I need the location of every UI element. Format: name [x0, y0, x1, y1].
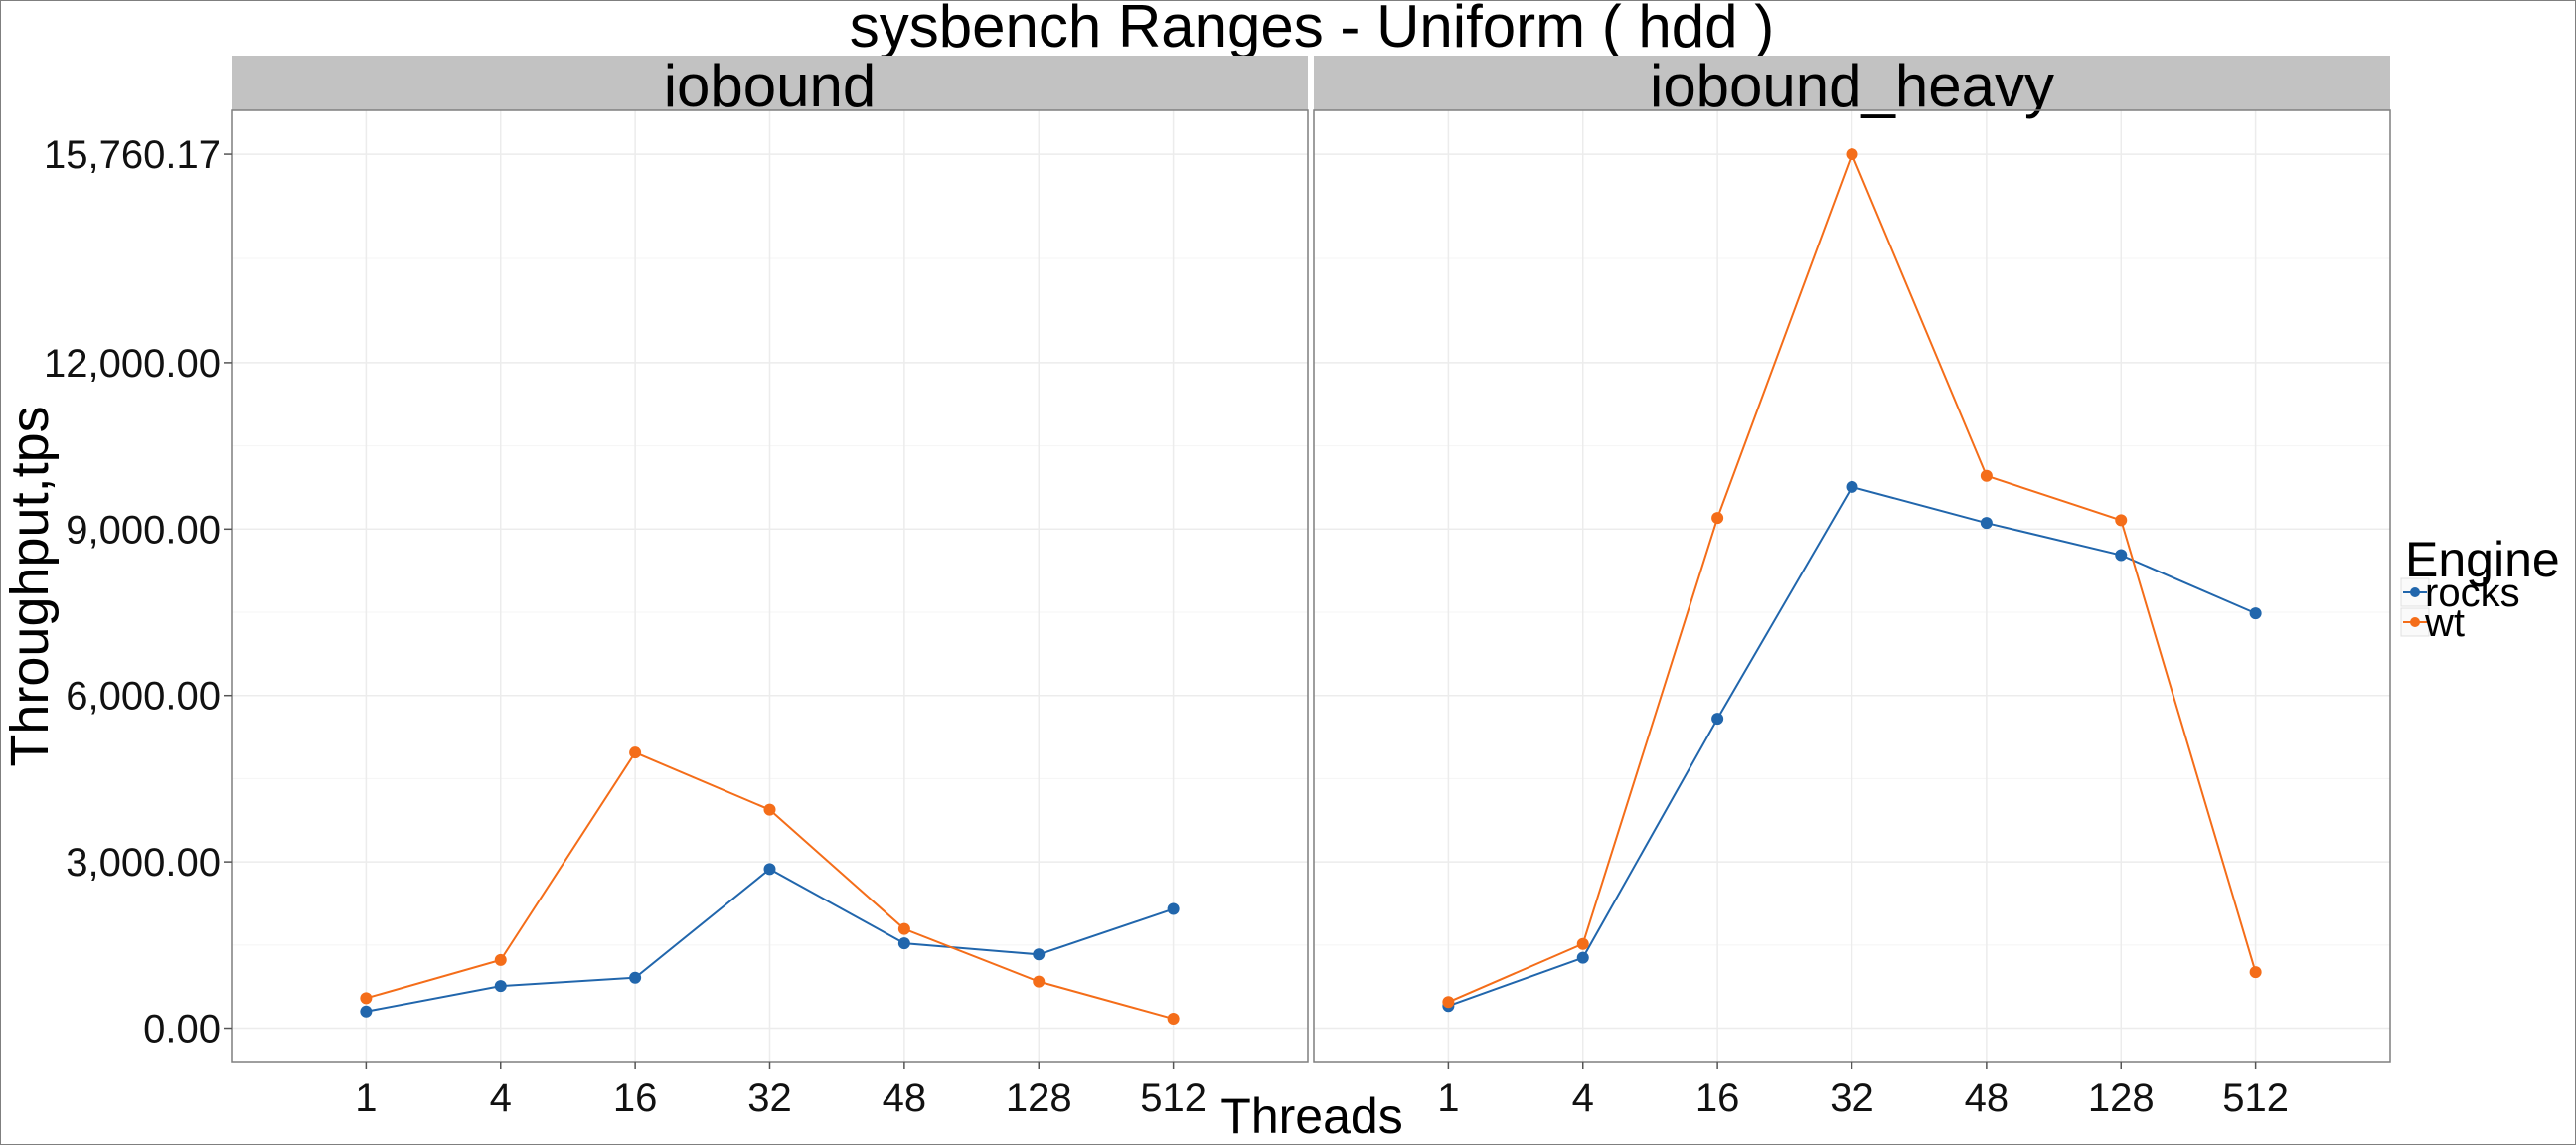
x-tick-label: 16: [613, 1076, 658, 1120]
x-tick-label: 512: [2222, 1076, 2289, 1120]
data-point-rocks: [360, 1005, 373, 1018]
x-tick-label: 32: [747, 1076, 792, 1120]
data-point-rocks: [1711, 713, 1724, 726]
data-point-rocks: [494, 980, 507, 993]
legend-title: Engine: [2405, 532, 2560, 587]
data-point-wt: [1167, 1013, 1180, 1026]
data-point-wt: [763, 803, 776, 816]
data-point-wt: [1846, 148, 1858, 161]
data-point-rocks: [629, 971, 642, 984]
x-tick-label: 32: [1830, 1076, 1874, 1120]
data-point-rocks: [1980, 517, 1993, 530]
panels: iobound 1 4 16 32 48 128 512 iobound_heavy 1 4 16 32…: [231, 53, 2391, 1120]
data-point-rocks: [2249, 607, 2262, 620]
panel-iobound: iobound 1 4 16 32 48 128 512: [231, 53, 1309, 1120]
x-tick-label: 16: [1695, 1076, 1740, 1120]
legend-key-point-wt: [2410, 617, 2420, 627]
data-point-rocks: [2115, 549, 2128, 562]
y-tick-label: 12,000.00: [44, 342, 221, 386]
y-axis: 0.00 3,000.00 6,000.00 9,000.00 12,000.00 15,…: [44, 133, 232, 1052]
panel-strip: [232, 56, 1308, 110]
x-tick-label: 48: [883, 1076, 927, 1120]
data-point-wt: [1980, 469, 1993, 482]
data-point-rocks: [1033, 948, 1046, 961]
data-point-wt: [494, 953, 507, 966]
y-tick-label: 0.00: [143, 1008, 221, 1052]
x-tick-label: 1: [355, 1076, 377, 1120]
x-tick-label: 512: [1140, 1076, 1207, 1120]
data-point-wt: [360, 992, 373, 1005]
legend-label-wt: wt: [2424, 601, 2465, 645]
y-tick-label: 9,000.00: [66, 508, 221, 552]
data-point-wt: [2249, 966, 2262, 979]
panel-strip-label: iobound: [664, 53, 877, 119]
x-tick-label: 4: [1572, 1076, 1594, 1120]
x-tick-label: 128: [2088, 1076, 2155, 1120]
x-tick-label: 4: [490, 1076, 512, 1120]
data-point-wt: [629, 746, 642, 759]
data-point-rocks: [1846, 480, 1858, 493]
chart-title: sysbench Ranges - Uniform ( hdd ): [850, 0, 1774, 60]
panel-iobound-heavy: iobound_heavy 1 4 16 32 48 128 512: [1313, 53, 2391, 1120]
y-tick-label: 15,760.17: [44, 133, 221, 177]
data-point-rocks: [1576, 951, 1589, 964]
x-tick-label: 48: [1965, 1076, 2010, 1120]
data-point-wt: [1442, 996, 1455, 1009]
data-point-wt: [2115, 514, 2128, 527]
data-point-wt: [1576, 937, 1589, 950]
data-point-wt: [1711, 512, 1724, 525]
y-tick-label: 3,000.00: [66, 841, 221, 885]
data-point-rocks: [763, 863, 776, 876]
y-axis-label: Throughput,tps: [0, 406, 60, 766]
x-axis-label: Threads: [1220, 1088, 1402, 1144]
data-point-rocks: [1167, 902, 1180, 915]
data-point-wt: [897, 922, 910, 935]
x-tick-label: 1: [1437, 1076, 1459, 1120]
legend-label-rocks: rocks: [2425, 572, 2520, 615]
y-tick-label: 6,000.00: [66, 675, 221, 719]
data-point-rocks: [897, 937, 910, 950]
x-tick-label: 128: [1006, 1076, 1072, 1120]
data-point-wt: [1033, 975, 1046, 988]
legend-key-point-rocks: [2410, 587, 2420, 597]
panel-strip: [1314, 56, 2390, 110]
panel-strip-label: iobound_heavy: [1650, 53, 2054, 119]
